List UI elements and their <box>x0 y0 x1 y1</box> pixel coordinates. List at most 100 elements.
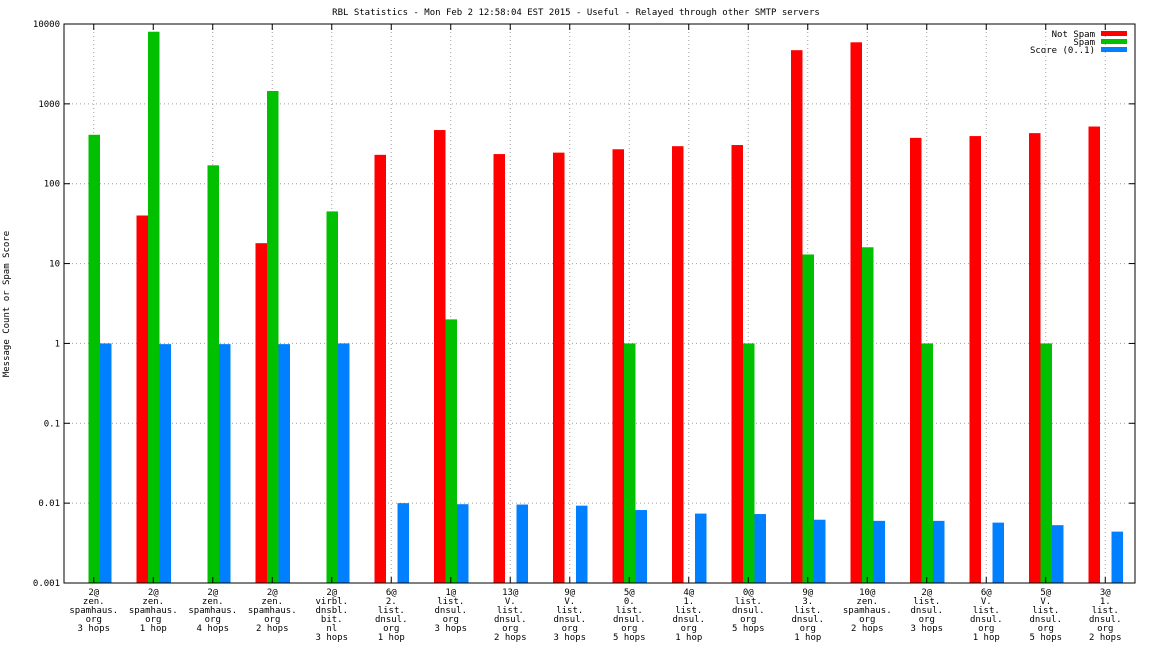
x-tick-label: zen. <box>856 597 878 607</box>
bar-spam <box>1040 343 1052 583</box>
legend-swatch <box>1101 47 1127 52</box>
x-tick-label: spamhaus. <box>188 606 237 616</box>
x-tick-label: dnsul. <box>791 615 824 625</box>
x-tick-label: 5 hops <box>1029 633 1062 643</box>
x-tick-label: 6@ <box>386 588 397 598</box>
x-tick-label: org <box>145 615 161 625</box>
x-tick-label: list. <box>616 606 643 616</box>
x-tick-label: 1@ <box>445 588 456 598</box>
x-tick-label: 5@ <box>1040 588 1051 598</box>
x-tick-label: spamhaus. <box>248 606 297 616</box>
x-tick-label: org <box>443 615 459 625</box>
bar-not-spam <box>434 130 446 583</box>
x-tick-label: dnsul. <box>732 606 765 616</box>
x-tick-label: list. <box>437 597 464 607</box>
x-tick-label: spamhaus. <box>69 606 118 616</box>
y-tick-label: 10 <box>49 260 60 270</box>
x-tick-label: 2@ <box>326 588 337 598</box>
x-tick-label: 10@ <box>859 588 876 598</box>
bar-score-0-1 <box>576 505 588 583</box>
bar-spam <box>624 343 636 583</box>
x-tick-label: 3 hops <box>553 633 586 643</box>
x-tick-label: org <box>1038 624 1054 634</box>
x-tick-label: 13@ <box>502 588 519 598</box>
x-tick-label: 0. <box>624 597 635 607</box>
x-tick-label: org <box>502 624 518 634</box>
x-tick-label: zen. <box>261 597 283 607</box>
x-tick-label: 2@ <box>148 588 159 598</box>
bar-spam <box>445 319 457 583</box>
bar-not-spam <box>1029 133 1041 583</box>
bar-spam <box>267 90 279 583</box>
y-tick-label: 1 <box>55 339 60 349</box>
bar-spam <box>862 247 874 583</box>
x-tick-label: 2 hops <box>851 624 884 634</box>
x-tick-label: V. <box>564 597 575 607</box>
x-tick-label: dnsul. <box>672 615 705 625</box>
bar-score-0-1 <box>457 504 469 583</box>
x-tick-label: org <box>383 624 399 634</box>
bar-spam <box>921 343 933 583</box>
x-tick-label: 1 hop <box>140 624 167 634</box>
bar-score-0-1 <box>695 513 707 583</box>
x-tick-label: 1 hop <box>973 633 1000 643</box>
bar-score-0-1 <box>933 520 945 583</box>
legend-label: Score (0..1) <box>1030 46 1095 56</box>
x-tick-label: dnsul. <box>553 615 586 625</box>
x-tick-label: 2 hops <box>494 633 527 643</box>
y-tick-label: 0.01 <box>38 499 60 509</box>
x-tick-label: dnsul. <box>613 615 646 625</box>
x-tick-label: org <box>205 615 221 625</box>
x-tick-label: org <box>859 615 875 625</box>
x-tick-label: org <box>800 624 816 634</box>
x-tick-label: org <box>562 624 578 634</box>
bar-score-0-1 <box>338 343 350 583</box>
x-tick-label: 3. <box>802 597 813 607</box>
x-tick-label: V. <box>1040 597 1051 607</box>
x-tick-label: org <box>264 615 280 625</box>
x-tick-label: list. <box>1032 606 1059 616</box>
x-tick-label: list. <box>973 606 1000 616</box>
x-tick-label: V. <box>981 597 992 607</box>
bar-spam <box>743 343 755 583</box>
bar-not-spam <box>255 243 267 583</box>
x-tick-label: org <box>1097 624 1113 634</box>
bar-not-spam <box>612 149 624 583</box>
x-tick-label: 1 hop <box>794 633 821 643</box>
bar-not-spam <box>672 146 684 583</box>
x-tick-label: list. <box>556 606 583 616</box>
x-tick-label: org <box>978 624 994 634</box>
x-tick-label: zen. <box>83 597 105 607</box>
y-tick-label: 1000 <box>38 100 60 110</box>
x-tick-label: list. <box>378 606 405 616</box>
x-tick-label: list. <box>675 606 702 616</box>
x-tick-label: 2@ <box>267 588 278 598</box>
y-tick-label: 100 <box>44 180 60 190</box>
ticks-layer: 0.001 0.01 0.1 1 10 100 1000 10000 <box>33 20 1135 589</box>
bar-not-spam <box>969 136 981 583</box>
bar-score-0-1 <box>1052 525 1064 583</box>
x-tick-label: dnsul. <box>494 615 527 625</box>
bar-not-spam <box>136 215 148 583</box>
bar-spam <box>148 31 160 584</box>
bar-not-spam <box>791 50 803 584</box>
bar-score-0-1 <box>278 344 290 583</box>
bar-score-0-1 <box>159 344 171 583</box>
chart-title: RBL Statistics - Mon Feb 2 12:58:04 EST … <box>332 8 820 18</box>
x-tick-label: 2 hops <box>256 624 289 634</box>
x-tick-label: org <box>86 615 102 625</box>
y-tick-label: 0.1 <box>44 419 60 429</box>
x-tick-label: dnsul. <box>1029 615 1062 625</box>
x-tick-label: 2@ <box>88 588 99 598</box>
y-tick-label: 0.001 <box>33 579 60 589</box>
x-tick-label: 3@ <box>1100 588 1111 598</box>
x-tick-label: 3 hops <box>315 633 348 643</box>
x-tick-label: dnsul. <box>1089 615 1122 625</box>
bar-spam <box>326 211 338 583</box>
x-tick-label: 2@ <box>207 588 218 598</box>
x-tick-label: V. <box>505 597 516 607</box>
bar-score-0-1 <box>1111 531 1123 583</box>
x-tick-label: list. <box>1092 606 1119 616</box>
